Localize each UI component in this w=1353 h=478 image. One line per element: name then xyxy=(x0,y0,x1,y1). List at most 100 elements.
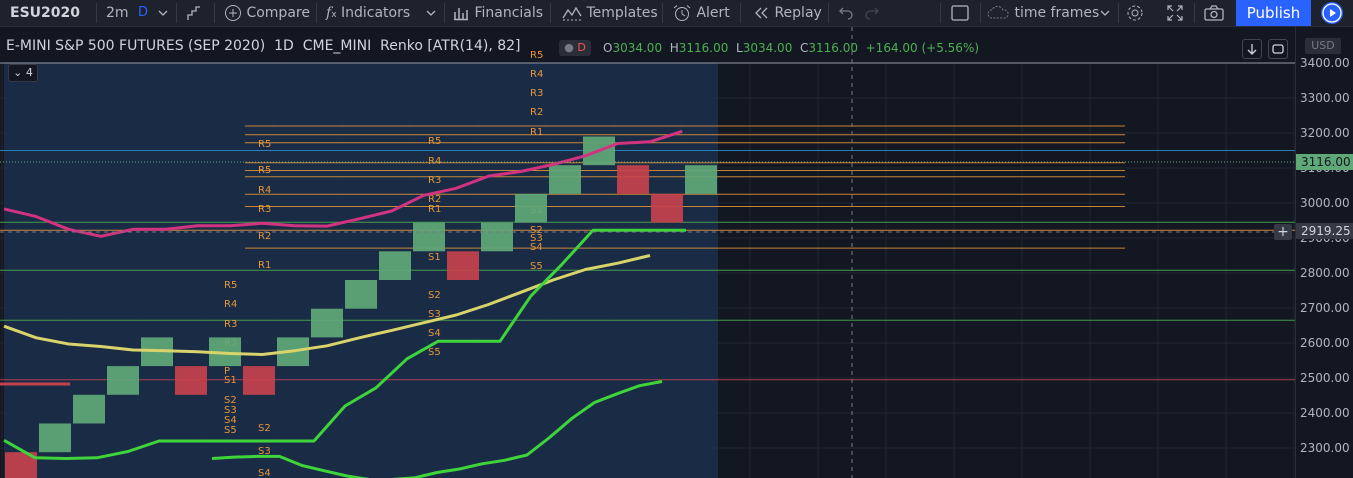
financials-label: Financials xyxy=(474,5,544,21)
high-key: H xyxy=(669,41,679,55)
green-indicator-line xyxy=(3,228,686,460)
timeframes-chevron-icon[interactable] xyxy=(1100,0,1110,26)
renko-brick xyxy=(447,251,479,280)
price-axis-label: 2400.00 xyxy=(1300,406,1350,420)
maximize-pane-button[interactable] xyxy=(1268,39,1288,59)
add-alert-plus-icon[interactable]: + xyxy=(1274,224,1292,240)
play-icon[interactable] xyxy=(1321,2,1343,24)
price-axis-label: 2700.00 xyxy=(1300,301,1350,315)
redo-icon[interactable] xyxy=(864,0,880,26)
compare-button[interactable]: Compare xyxy=(224,0,310,26)
legend-exchange: CME_MINI xyxy=(302,38,372,54)
layout-icon[interactable] xyxy=(950,0,970,26)
renko-brick xyxy=(311,308,343,338)
pivot-label: S3 xyxy=(224,405,237,416)
toolbar-separator xyxy=(214,3,215,23)
fullscreen-icon[interactable] xyxy=(1166,0,1184,26)
open-key: O xyxy=(603,41,613,55)
timeframes-button[interactable]: time frames xyxy=(986,0,1099,26)
toolbar-separator xyxy=(740,3,741,23)
templates-icon xyxy=(562,6,582,21)
alert-button[interactable]: Alert xyxy=(672,0,730,26)
interval-chevron-icon[interactable] xyxy=(158,0,168,26)
data-status-badge[interactable]: ● D xyxy=(559,40,591,56)
undo-icon[interactable] xyxy=(838,0,854,26)
chevron-down-icon: ⌄ xyxy=(13,66,23,79)
toolbar-separator xyxy=(176,3,177,23)
renko-brick xyxy=(685,165,717,194)
pivot-label: S3 xyxy=(428,309,441,320)
toolbar-separator xyxy=(980,3,981,23)
chart-style-icon[interactable] xyxy=(186,0,204,26)
pivot-label: S2 xyxy=(224,395,237,406)
price-axis[interactable] xyxy=(1295,27,1353,478)
renko-brick xyxy=(481,222,513,252)
pivot-label: S4 xyxy=(428,328,441,339)
interval-badge[interactable]: D xyxy=(138,5,149,20)
renko-brick xyxy=(345,280,377,309)
renko-brick xyxy=(73,394,105,424)
templates-label: Templates xyxy=(586,5,658,21)
indicators-chevron-icon[interactable] xyxy=(426,0,436,26)
currency-label[interactable]: USD xyxy=(1305,38,1341,54)
pivot-label: S3 xyxy=(530,233,543,244)
symbol-search[interactable]: ESU2020 xyxy=(10,5,80,21)
pivot-label: R2 xyxy=(428,194,441,205)
pivot-label: S5 xyxy=(224,425,237,436)
chart-pane[interactable]: R5R5R4R3R2R1R5R4R3R2PS1S2S3S4S5R5R4R3R2R… xyxy=(0,27,1295,478)
toolbar-separator xyxy=(662,3,663,23)
price-axis-label: 3000.00 xyxy=(1300,196,1350,210)
pivot-label: S4 xyxy=(224,415,237,426)
toolbar-separator xyxy=(444,3,445,23)
pivot-label: R1 xyxy=(258,260,271,271)
pivot-label: S2 xyxy=(258,423,271,434)
renko-brick xyxy=(175,366,207,395)
publish-button[interactable]: Publish xyxy=(1236,0,1311,26)
green-indicator-line xyxy=(211,380,663,478)
legend-chart-style: Renko [ATR(14), 82] xyxy=(380,38,521,54)
price-axis-label: 3300.00 xyxy=(1300,91,1350,105)
settings-gear-icon[interactable] xyxy=(1125,0,1145,26)
replay-button[interactable]: Replay xyxy=(752,0,822,26)
pivot-label: R5 xyxy=(530,50,543,61)
pivot-label: S1 xyxy=(428,252,441,263)
pivot-label: S4 xyxy=(258,468,271,478)
renko-brick xyxy=(515,193,547,223)
renko-brick xyxy=(617,165,649,194)
top-toolbar: ESU2020 2m D Compare fx Indicators Finan… xyxy=(0,0,1353,27)
alert-label: Alert xyxy=(696,5,730,21)
pivot-label: R5 xyxy=(428,136,441,147)
pivot-label: R3 xyxy=(224,319,237,330)
open-value: 3034.00 xyxy=(612,41,663,55)
collapse-indicators-button[interactable]: ⌄ 4 xyxy=(8,64,38,82)
price-axis-label: 2800.00 xyxy=(1300,266,1350,280)
renko-brick xyxy=(379,251,411,280)
pivot-label: R5 xyxy=(258,139,271,150)
scroll-down-button[interactable] xyxy=(1242,39,1262,59)
renko-brick xyxy=(413,222,445,252)
renko-brick xyxy=(107,366,139,395)
arrow-down-icon xyxy=(1247,44,1257,55)
pivot-label: S4 xyxy=(530,242,543,253)
financials-button[interactable]: Financials xyxy=(452,0,543,26)
crosshair-price-tag: 2919.25 xyxy=(1296,223,1353,240)
templates-button[interactable]: Templates xyxy=(562,0,658,26)
status-dot-icon: ● xyxy=(564,41,574,54)
pivot-label: S2 xyxy=(530,225,543,236)
pivot-label: R3 xyxy=(530,88,543,99)
camera-icon[interactable] xyxy=(1203,0,1225,26)
replay-label: Replay xyxy=(774,5,822,21)
last-price-tag: 3116.00 xyxy=(1296,154,1353,171)
pivot-label: S2 xyxy=(428,290,441,301)
toolbar-separator xyxy=(550,3,551,23)
pivot-label: R3 xyxy=(258,204,271,215)
toolbar-separator xyxy=(940,3,941,23)
pivot-label: R3 xyxy=(428,175,441,186)
symbol-legend[interactable]: E-MINI S&P 500 FUTURES (SEP 2020) 1D CME… xyxy=(6,38,521,54)
indicators-button[interactable]: fx Indicators xyxy=(326,5,411,21)
price-axis-label: 3400.00 xyxy=(1300,56,1350,70)
pivot-label: R4 xyxy=(258,185,271,196)
interval-button[interactable]: 2m xyxy=(106,5,129,21)
toolbar-separator xyxy=(1118,3,1119,23)
compare-label: Compare xyxy=(246,5,310,21)
